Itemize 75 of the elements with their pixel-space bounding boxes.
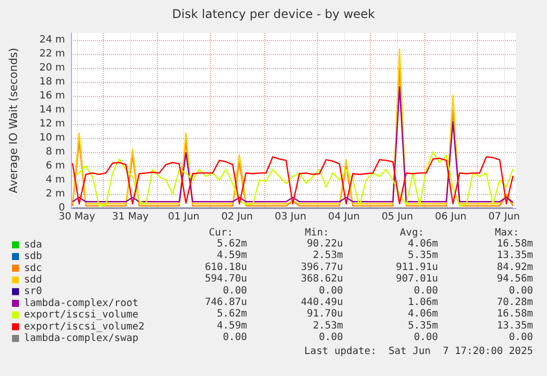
y-tick-label: 20 m xyxy=(39,62,65,74)
y-tick-label: 6 m xyxy=(46,160,65,172)
y-tick-label: 8 m xyxy=(46,146,65,158)
text: 94.56m xyxy=(496,274,533,285)
y-axis-title: Average IO Wait (seconds) xyxy=(7,48,20,194)
text: 13.35m xyxy=(496,250,533,262)
x-tick-label: 04 Jun xyxy=(328,212,360,222)
text: 4.06m xyxy=(408,308,438,320)
text: 84.92m xyxy=(496,262,533,273)
text: Last update: Sat Jun 7 17:20:00 2025 xyxy=(304,346,533,357)
text: 16.58m xyxy=(496,308,533,320)
legend-label: sda xyxy=(24,239,42,250)
y-tick-label: 14 m xyxy=(39,104,65,116)
chart-title: Disk latency per device - by week xyxy=(172,7,375,21)
text: 0.00 xyxy=(222,332,247,344)
text: 368.62u xyxy=(300,274,343,285)
legend-label: sdc xyxy=(24,262,42,274)
text: 91.70u xyxy=(306,308,343,320)
text: 4.59m xyxy=(216,320,247,332)
text: 0.00 xyxy=(414,285,438,296)
text: Min: xyxy=(304,228,329,238)
text: Avg: xyxy=(400,228,424,238)
y-tick-label: 18 m xyxy=(39,76,65,88)
text: 2.53m xyxy=(312,250,343,262)
x-tick-label: 01 Jun xyxy=(168,212,200,222)
text: 396.77u xyxy=(300,262,343,273)
text: 5.62m xyxy=(216,238,247,250)
text: 746.87u xyxy=(204,297,247,308)
text: 16.58m xyxy=(496,238,533,250)
y-tick-label: 2 m xyxy=(46,188,65,200)
y-tick-label: 0 xyxy=(58,202,65,214)
legend-label: export/iscsi_volume2 xyxy=(24,321,144,332)
text: 4.59m xyxy=(216,250,247,262)
text: 610.18u xyxy=(204,262,247,273)
x-tick-label: 05 Jun xyxy=(382,212,414,222)
x-tick-label: 03 Jun xyxy=(274,212,306,222)
legend-label: export/iscsi_volume xyxy=(24,310,138,321)
text: 0.00 xyxy=(508,285,533,296)
y-tick-label: 12 m xyxy=(39,118,65,130)
y-tick-label: 4 m xyxy=(46,174,65,186)
legend-label: sr0 xyxy=(24,286,42,298)
x-tick-label: 07 Jun xyxy=(488,212,520,222)
text: Cur: xyxy=(208,228,233,238)
y-tick-label: 24 m xyxy=(39,34,65,46)
text: 70.28m xyxy=(496,297,533,308)
text: 13.35m xyxy=(496,320,533,332)
text: 5.35m xyxy=(408,320,438,332)
text: 440.49u xyxy=(300,297,343,308)
text: 2.53m xyxy=(312,320,343,332)
text: 5.62m xyxy=(216,308,247,320)
y-tick-label: 10 m xyxy=(39,132,65,144)
text: 0.00 xyxy=(318,285,343,296)
y-tick-label: 22 m xyxy=(39,48,65,60)
text: 0.00 xyxy=(508,332,533,344)
x-tick-label: 02 Jun xyxy=(221,212,253,222)
text: 594.70u xyxy=(204,274,247,285)
line-series xyxy=(72,86,514,204)
legend-label: lambda-complex/swap xyxy=(24,332,138,344)
legend-label: lambda-complex/root xyxy=(24,298,138,309)
text: 4.06m xyxy=(408,238,438,250)
text: 907.01u xyxy=(396,274,438,285)
text: 5.35m xyxy=(408,250,438,262)
x-tick-label: 31 May xyxy=(112,212,149,222)
y-tick-label: 16 m xyxy=(39,90,65,102)
text: Max: xyxy=(494,228,519,238)
x-tick-label: 30 May xyxy=(58,212,96,222)
legend-label: sdb xyxy=(24,251,42,262)
text: 0.00 xyxy=(318,332,343,344)
text: 911.91u xyxy=(396,262,438,273)
text: 0.00 xyxy=(222,285,247,296)
x-tick-label: 06 Jun xyxy=(434,212,466,222)
legend-label: sdd xyxy=(24,274,42,286)
text: 90.22u xyxy=(306,238,343,250)
text: 1.06m xyxy=(408,297,438,308)
text: 0.00 xyxy=(414,332,438,344)
